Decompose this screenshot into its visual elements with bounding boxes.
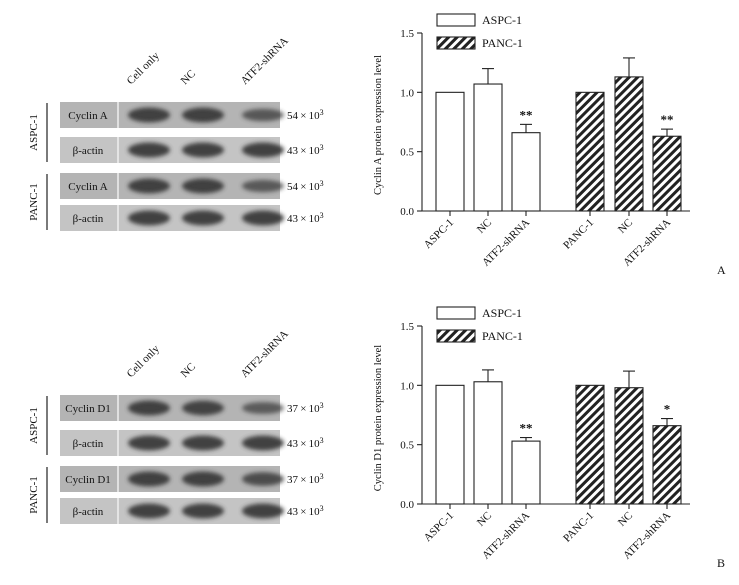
y-tick-label: 1.5 bbox=[400, 28, 414, 40]
x-tick-label: PANC-1 bbox=[561, 217, 596, 252]
legend-swatch bbox=[436, 13, 476, 27]
blot-band bbox=[128, 400, 170, 416]
blot-band bbox=[182, 107, 224, 123]
blot-band bbox=[242, 108, 284, 122]
blot-band bbox=[242, 210, 284, 226]
legend-label: PANC-1 bbox=[482, 36, 523, 50]
bar bbox=[575, 384, 605, 505]
x-tick-label: PANC-1 bbox=[561, 510, 596, 545]
group-label: PANC-1 bbox=[28, 476, 40, 514]
group-label: ASPC-1 bbox=[28, 407, 40, 444]
blot-band bbox=[242, 179, 284, 193]
blot-band bbox=[128, 471, 170, 487]
y-tick-label: 0.0 bbox=[400, 206, 414, 218]
blot-band bbox=[128, 435, 170, 451]
blot-band bbox=[182, 471, 224, 487]
bar bbox=[511, 440, 541, 505]
panel-letter: A bbox=[717, 263, 726, 277]
significance-marker: ** bbox=[520, 421, 533, 436]
significance-marker: ** bbox=[661, 112, 674, 127]
molecular-size-label: 37 × 103 bbox=[287, 472, 324, 486]
protein-label: Cyclin A bbox=[68, 181, 107, 193]
blot-band bbox=[242, 472, 284, 486]
y-tick-label: 0.0 bbox=[400, 499, 414, 511]
legend-swatch bbox=[436, 36, 476, 50]
significance-marker: * bbox=[664, 402, 671, 417]
protein-label: Cyclin A bbox=[68, 110, 107, 122]
y-axis-label: Cyclin A protein expression level bbox=[373, 55, 384, 195]
molecular-size-label: 37 × 103 bbox=[287, 401, 324, 415]
bar bbox=[614, 387, 644, 505]
blot-band bbox=[242, 142, 284, 158]
x-tick-label: NC bbox=[616, 510, 635, 529]
x-tick-label: NC bbox=[616, 217, 635, 236]
blot-band bbox=[128, 142, 170, 158]
protein-label: Cyclin D1 bbox=[65, 403, 111, 415]
protein-label: β-actin bbox=[73, 213, 104, 225]
x-tick-label: ASPC-1 bbox=[422, 510, 456, 544]
panel-letter: B bbox=[717, 556, 725, 570]
bar bbox=[575, 91, 605, 212]
bar bbox=[473, 381, 503, 505]
protein-label: β-actin bbox=[73, 438, 104, 450]
blot-band bbox=[182, 435, 224, 451]
group-label: PANC-1 bbox=[28, 183, 40, 221]
blot-band bbox=[242, 435, 284, 451]
bar-chart-cyclin-a: 0.0 0.5 1.0 1.5 Cyclin A protein expression … bbox=[373, 13, 726, 277]
protein-label: β-actin bbox=[73, 506, 104, 518]
bar bbox=[435, 384, 465, 505]
protein-label: β-actin bbox=[73, 145, 104, 157]
significance-marker: ** bbox=[520, 107, 533, 122]
molecular-size-label: 54 × 103 bbox=[287, 179, 324, 193]
bar-chart-cyclin-d1: 0.0 0.5 1.0 1.5 Cyclin D1 protein expression… bbox=[373, 306, 725, 570]
x-tick-label: ASPC-1 bbox=[422, 217, 456, 251]
molecular-size-label: 43 × 103 bbox=[287, 211, 324, 225]
legend-label: ASPC-1 bbox=[482, 13, 522, 27]
blot-band bbox=[242, 503, 284, 519]
bar bbox=[614, 76, 644, 212]
molecular-size-label: 54 × 103 bbox=[287, 108, 324, 122]
bar bbox=[435, 91, 465, 212]
legend-swatch bbox=[436, 329, 476, 343]
x-tick-label: NC bbox=[475, 510, 494, 529]
protein-label: Cyclin D1 bbox=[65, 474, 111, 486]
bar bbox=[473, 83, 503, 212]
y-tick-label: 1.0 bbox=[400, 87, 414, 99]
legend-label: PANC-1 bbox=[482, 329, 523, 343]
blot-band bbox=[128, 210, 170, 226]
blot-band bbox=[128, 107, 170, 123]
group-label: ASPC-1 bbox=[28, 114, 40, 151]
blot-band bbox=[242, 402, 284, 414]
blot-band bbox=[182, 178, 224, 194]
blot-band bbox=[182, 142, 224, 158]
blot-band bbox=[182, 400, 224, 416]
bar bbox=[511, 132, 541, 212]
figure-panel-a: Cell only NC ATF2-shRNA ASPC-1 Cyclin A 54 × … bbox=[0, 0, 739, 292]
y-tick-label: 0.5 bbox=[400, 147, 414, 159]
figure-panel-b: Cell only NC ATF2-shRNA ASPC-1 Cyclin D1 37 ×… bbox=[0, 293, 739, 585]
y-tick-label: 0.5 bbox=[400, 440, 414, 452]
blot-band bbox=[128, 178, 170, 194]
bar bbox=[652, 425, 682, 505]
molecular-size-label: 43 × 103 bbox=[287, 143, 324, 157]
blot-band bbox=[182, 503, 224, 519]
bar bbox=[652, 135, 682, 212]
legend-swatch bbox=[436, 306, 476, 320]
legend-label: ASPC-1 bbox=[482, 306, 522, 320]
y-tick-label: 1.5 bbox=[400, 321, 414, 333]
molecular-size-label: 43 × 103 bbox=[287, 504, 324, 518]
blot-band bbox=[182, 210, 224, 226]
y-tick-label: 1.0 bbox=[400, 380, 414, 392]
y-axis-label: Cyclin D1 protein expression level bbox=[373, 345, 384, 491]
x-tick-label: NC bbox=[475, 217, 494, 236]
blot-band bbox=[128, 503, 170, 519]
molecular-size-label: 43 × 103 bbox=[287, 436, 324, 450]
